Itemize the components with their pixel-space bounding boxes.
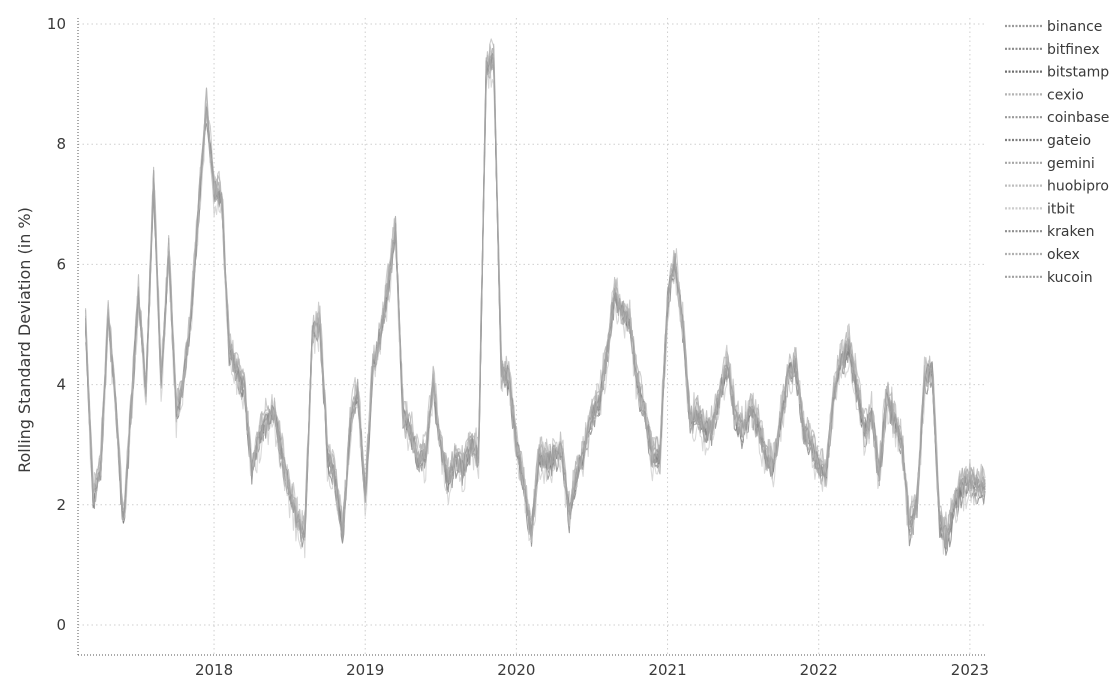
legend-label: gateio <box>1047 133 1091 149</box>
x-tick-label: 2022 <box>800 661 838 679</box>
y-tick-label: 4 <box>56 376 66 394</box>
legend-label: coinbase <box>1047 110 1109 126</box>
series-line-gemini <box>85 55 986 547</box>
series-line-bitstamp <box>85 57 986 545</box>
legend-label: huobipro <box>1047 179 1109 195</box>
legend-label: cexio <box>1047 87 1084 103</box>
legend: binance bitfinex bitstamp cexio coinbase gate… <box>1005 19 1109 286</box>
series-line-coinbase <box>85 55 986 545</box>
legend-label: binance <box>1047 19 1102 35</box>
series-line-huobipro <box>85 38 986 539</box>
series-line-kraken <box>85 55 986 542</box>
y-axis-title: Rolling Standard Deviation (in %) <box>15 207 34 473</box>
series-line-binance <box>85 47 986 544</box>
x-tick-label: 2019 <box>346 661 384 679</box>
x-tick-label: 2018 <box>195 661 233 679</box>
axis-layer: 0 2 4 6 8 10 2018 2019 2020 2021 2022 2023 <box>47 15 989 679</box>
legend-label: okex <box>1047 247 1080 263</box>
x-tick-label: 2020 <box>497 661 535 679</box>
series-line-okex <box>85 43 986 550</box>
series-line-cexio <box>85 43 986 548</box>
grid-layer <box>78 18 985 655</box>
legend-label: bitfinex <box>1047 42 1100 58</box>
y-tick-label: 0 <box>56 616 66 634</box>
legend-label: itbit <box>1047 201 1075 217</box>
series-line-kucoin <box>85 59 986 552</box>
legend-label: gemini <box>1047 156 1095 172</box>
legend-label: kucoin <box>1047 270 1093 286</box>
x-tick-label: 2023 <box>951 661 989 679</box>
legend-label: kraken <box>1047 224 1095 240</box>
y-tick-label: 2 <box>56 496 66 514</box>
y-tick-label: 10 <box>47 15 66 33</box>
y-tick-label: 8 <box>56 135 66 153</box>
x-tick-label: 2021 <box>648 661 686 679</box>
legend-label: bitstamp <box>1047 65 1109 81</box>
y-tick-label: 6 <box>56 255 66 273</box>
series-layer <box>85 38 986 559</box>
